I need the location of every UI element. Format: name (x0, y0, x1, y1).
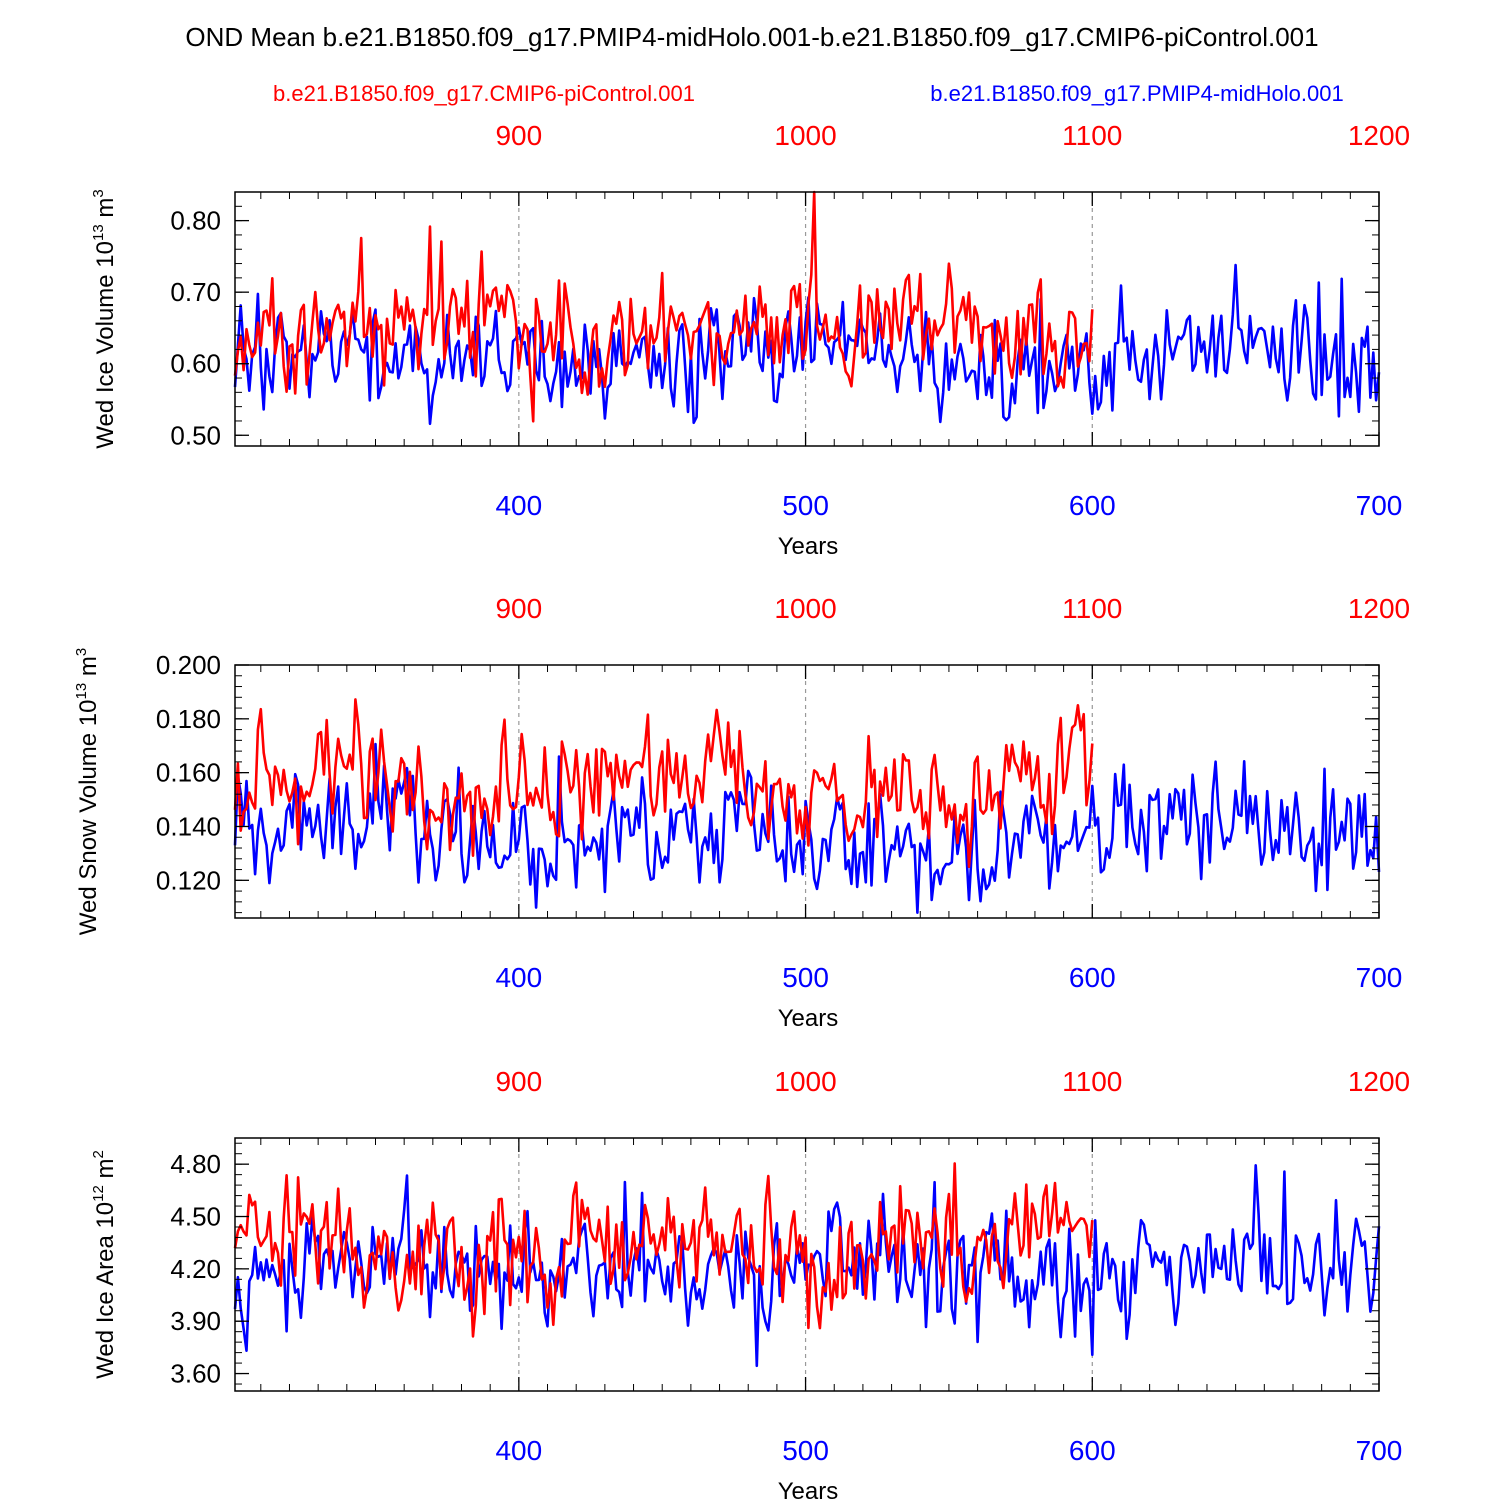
series-line-picontrol (233, 190, 1094, 423)
y-axis-title-part: 2 (90, 1150, 107, 1158)
y-axis-title: Wed Ice Volume 1013 m3 (90, 189, 119, 448)
y-axis-title-part: Wed Ice Volume 10 (92, 241, 119, 449)
y-tick-label: 0.180 (156, 704, 221, 734)
plot-frame (234, 1137, 1380, 1392)
chart-panel-2: 0.120 0.140 0.160 0.180 0.200 400 900 500 1000 60… (73, 593, 1410, 1032)
y-tick-label: 0.60 (170, 349, 221, 379)
y-axis-title-part: 3 (73, 648, 90, 656)
figure-title: OND Mean b.e21.B1850.f09_g17.PMIP4-midHo… (185, 22, 1318, 52)
x-axis-title: Years (778, 533, 839, 560)
y-tick-label: 0.120 (156, 865, 221, 895)
x-tick-label-bottom: 500 (782, 490, 829, 521)
y-tick-label: 3.90 (170, 1306, 221, 1336)
y-tick-label: 4.20 (170, 1254, 221, 1284)
y-tick-label: 4.50 (170, 1202, 221, 1232)
y-axis-title-part: Wed Snow Volume 10 (75, 700, 102, 936)
y-axis-title-part: 13 (90, 224, 107, 241)
x-tick-label-bottom: 700 (1356, 962, 1403, 993)
x-tick-label-top: 1100 (1062, 120, 1122, 151)
legend-exp-label: b.e21.B1850.f09_g17.PMIP4-midHolo.001 (930, 81, 1343, 106)
y-tick-label: 0.80 (170, 206, 221, 236)
x-tick-label-bottom: 500 (782, 1435, 829, 1466)
chart-panel-3: 3.60 3.90 4.20 4.50 4.80 400 900 500 1000 600 1100… (90, 1066, 1410, 1500)
y-axis-title-part: m (75, 656, 102, 683)
x-tick-label-bottom: 400 (495, 490, 542, 521)
x-tick-label-bottom: 500 (782, 962, 829, 993)
x-tick-label-top: 1100 (1062, 593, 1122, 624)
x-axis-title: Years (778, 1005, 839, 1032)
y-axis-title-part: m (92, 198, 119, 225)
x-tick-label-top: 1000 (774, 593, 836, 624)
y-tick-label: 0.140 (156, 811, 221, 841)
legend-ctrl-label: b.e21.B1850.f09_g17.CMIP6-piControl.001 (273, 81, 695, 106)
x-tick-label-bottom: 700 (1356, 490, 1403, 521)
x-tick-label-bottom: 600 (1069, 1435, 1116, 1466)
x-tick-label-bottom: 600 (1069, 490, 1116, 521)
x-tick-label-top: 1200 (1348, 1066, 1410, 1097)
series-line-picontrol (233, 1162, 1094, 1338)
x-tick-label-bottom: 700 (1356, 1435, 1403, 1466)
y-tick-label: 4.80 (170, 1149, 221, 1179)
y-tick-label: 0.200 (156, 650, 221, 680)
x-tick-label-bottom: 400 (495, 1435, 542, 1466)
y-tick-label: 0.70 (170, 277, 221, 307)
x-tick-label-top: 900 (495, 120, 542, 151)
chart-panel-1: 0.50 0.60 0.70 0.80 400 900 500 1000 600 1100 700 1… (90, 120, 1410, 560)
y-axis-title-part: 13 (73, 683, 90, 700)
y-axis-title-part: 3 (90, 189, 107, 197)
y-axis-title: Wed Ice Area 1012 m2 (90, 1150, 119, 1379)
panels-group: 0.50 0.60 0.70 0.80 400 900 500 1000 600 1100 700 1… (73, 120, 1410, 1500)
y-axis-title-part: 12 (90, 1185, 107, 1202)
x-tick-label-top: 1000 (774, 1066, 836, 1097)
y-tick-label: 0.160 (156, 758, 221, 788)
y-tick-label: 0.50 (170, 420, 221, 450)
x-tick-label-top: 1200 (1348, 593, 1410, 624)
plot-frame (234, 191, 1380, 447)
x-tick-label-top: 900 (495, 1066, 542, 1097)
x-tick-label-top: 1100 (1062, 1066, 1122, 1097)
x-axis-title: Years (778, 1478, 839, 1500)
x-tick-label-bottom: 600 (1069, 962, 1116, 993)
x-tick-label-top: 900 (495, 593, 542, 624)
x-tick-label-top: 1000 (774, 120, 836, 151)
plot-frame (234, 664, 1380, 919)
y-axis-title: Wed Snow Volume 1013 m3 (73, 648, 102, 935)
y-axis-title-part: Wed Ice Area 10 (92, 1202, 119, 1379)
x-tick-label-top: 1200 (1348, 120, 1410, 151)
y-axis-title-part: m (92, 1158, 119, 1185)
x-tick-label-bottom: 400 (495, 962, 542, 993)
y-tick-label: 3.60 (170, 1359, 221, 1389)
series-line-picontrol (233, 698, 1094, 869)
